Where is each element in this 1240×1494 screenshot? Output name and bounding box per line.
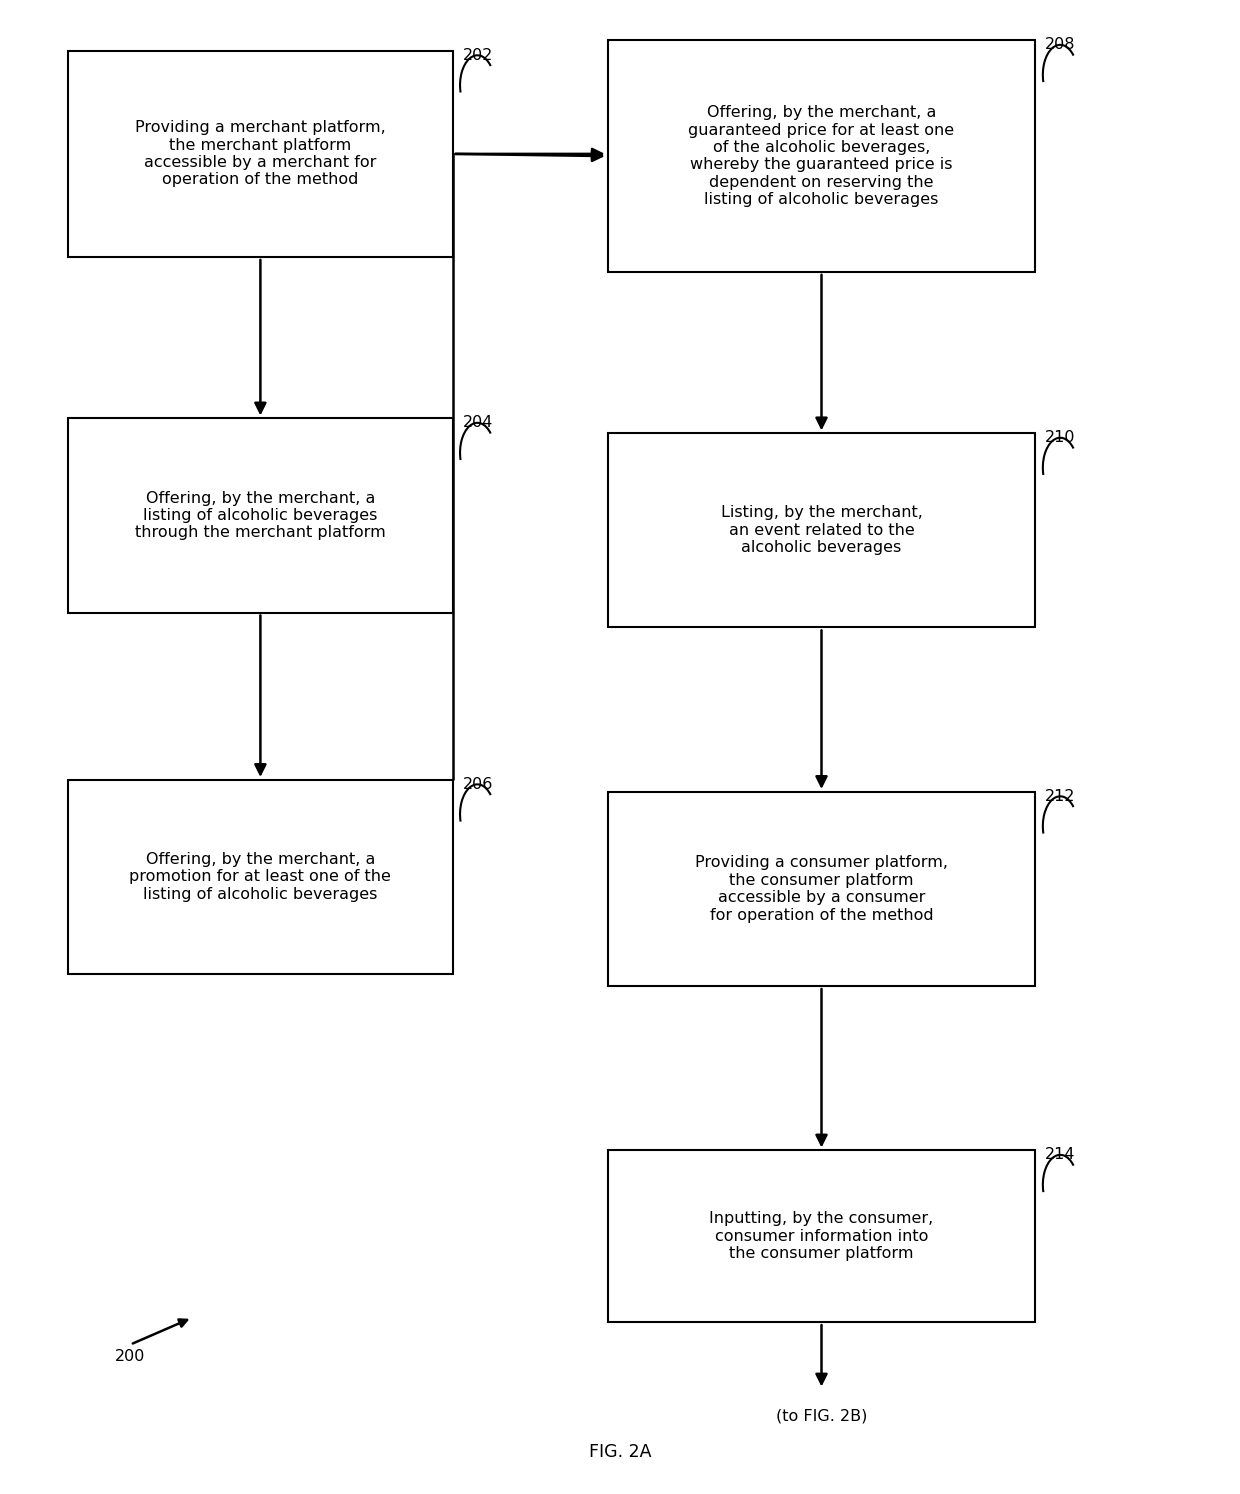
- Text: (to FIG. 2B): (to FIG. 2B): [776, 1409, 867, 1424]
- Bar: [608, 1150, 1035, 1322]
- Bar: [608, 433, 1035, 627]
- Text: Offering, by the merchant, a
listing of alcoholic beverages
through the merchant: Offering, by the merchant, a listing of …: [135, 490, 386, 541]
- Text: Providing a merchant platform,
the merchant platform
accessible by a merchant fo: Providing a merchant platform, the merch…: [135, 121, 386, 187]
- Bar: [608, 40, 1035, 272]
- Text: Providing a consumer platform,
the consumer platform
accessible by a consumer
fo: Providing a consumer platform, the consu…: [694, 856, 949, 922]
- Text: 200: 200: [115, 1349, 145, 1364]
- Text: 204: 204: [463, 415, 492, 430]
- Text: 202: 202: [463, 48, 492, 63]
- Bar: [68, 51, 453, 257]
- Bar: [68, 780, 453, 974]
- Text: FIG. 2A: FIG. 2A: [589, 1443, 651, 1461]
- Bar: [608, 792, 1035, 986]
- Text: Offering, by the merchant, a
promotion for at least one of the
listing of alcoho: Offering, by the merchant, a promotion f…: [129, 852, 392, 902]
- Text: Inputting, by the consumer,
consumer information into
the consumer platform: Inputting, by the consumer, consumer inf…: [709, 1212, 934, 1261]
- Text: 208: 208: [1045, 37, 1076, 52]
- Text: Listing, by the merchant,
an event related to the
alcoholic beverages: Listing, by the merchant, an event relat…: [720, 505, 923, 556]
- Text: 210: 210: [1045, 430, 1076, 445]
- Text: 214: 214: [1045, 1147, 1076, 1162]
- Text: 206: 206: [463, 777, 492, 792]
- Text: Offering, by the merchant, a
guaranteed price for at least one
of the alcoholic : Offering, by the merchant, a guaranteed …: [688, 105, 955, 208]
- Text: 212: 212: [1045, 789, 1076, 804]
- Bar: [68, 418, 453, 613]
